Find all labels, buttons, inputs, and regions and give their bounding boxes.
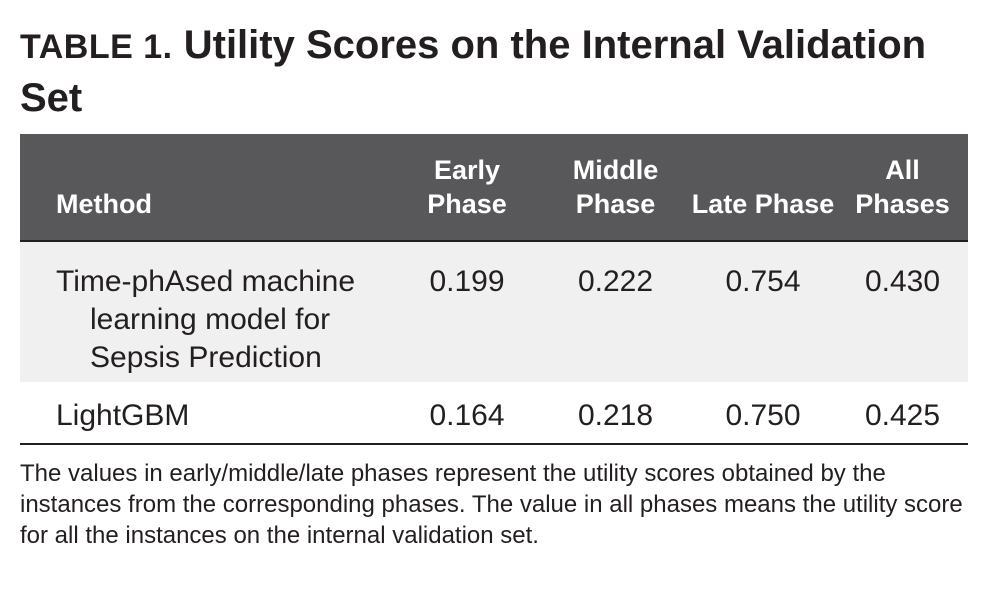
early-phase-cell: 0.164 xyxy=(429,398,505,432)
table-title: TABLE 1. Utility Scores on the Internal … xyxy=(20,20,970,124)
table-title-text: Utility Scores on the Internal Validatio… xyxy=(20,23,927,120)
all-phases-cell: 0.425 xyxy=(864,398,941,432)
method-cell: Time-phAsed machine learning model for S… xyxy=(20,241,392,382)
utility-scores-table: Method Early Phase Middle Phase Late Pha… xyxy=(20,134,968,445)
middle-phase-cell: 0.218 xyxy=(577,398,654,432)
header-all-phases: All Phases xyxy=(855,155,950,219)
table-row: LightGBM 0.164 0.218 0.750 0.425 xyxy=(20,382,968,444)
method-name: LightGBM xyxy=(56,398,190,432)
header-method: Method xyxy=(56,189,152,219)
table-footnote: The values in early/middle/late phases r… xyxy=(20,460,963,549)
late-phase-cell: 0.750 xyxy=(725,398,801,432)
all-phases-cell: 0.430 xyxy=(864,265,941,298)
middle-phase-cell: 0.222 xyxy=(577,265,654,298)
early-phase-cell: 0.199 xyxy=(429,265,505,298)
table-row: Time-phAsed machine learning model for S… xyxy=(20,241,968,382)
header-row: Method Early Phase Middle Phase Late Pha… xyxy=(20,134,968,241)
table-label: TABLE 1. xyxy=(20,28,173,66)
table-body: Time-phAsed machine learning model for S… xyxy=(20,241,968,444)
header-late-phase: Late Phase xyxy=(691,189,835,219)
header-early-phase: Early Phase xyxy=(427,155,507,219)
header-middle-phase: Middle Phase xyxy=(572,155,659,219)
late-phase-cell: 0.754 xyxy=(725,265,801,298)
method-cell: LightGBM xyxy=(20,382,392,444)
table-header: Method Early Phase Middle Phase Late Pha… xyxy=(20,134,968,241)
method-name: Time-phAsed machine learning model for S… xyxy=(56,265,356,374)
